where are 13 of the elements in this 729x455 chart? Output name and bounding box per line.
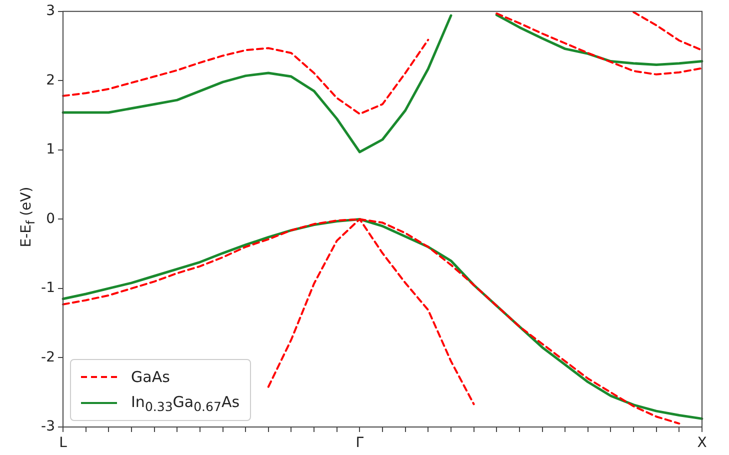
y-tick-label: -2: [41, 349, 55, 366]
y-tick-label: 2: [46, 72, 55, 88]
legend-label: In$_{0.33}$Ga$_{0.67}$As: [131, 392, 240, 414]
y-tick-label: 0: [46, 210, 55, 227]
y-tick-label: 1: [46, 142, 55, 158]
y-tick-label: -1: [41, 280, 55, 296]
legend-label: GaAs: [131, 368, 170, 386]
y-tick-label: 3: [46, 3, 55, 20]
y-tick-label: -3: [41, 418, 55, 435]
line-series: [632, 11, 703, 52]
x-tick-label: X: [697, 435, 708, 452]
x-tick-label: L: [59, 435, 68, 452]
x-tick-label: Γ: [356, 435, 364, 452]
